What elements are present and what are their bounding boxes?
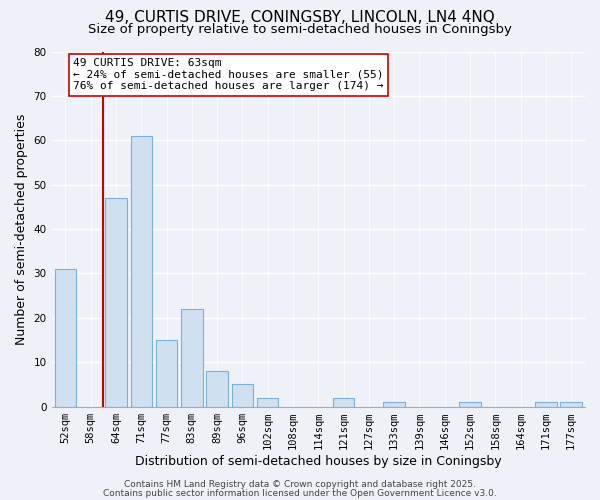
Bar bbox=[156, 340, 178, 406]
Bar bbox=[181, 309, 203, 406]
Bar bbox=[206, 371, 228, 406]
Bar bbox=[383, 402, 405, 406]
Text: 49 CURTIS DRIVE: 63sqm
← 24% of semi-detached houses are smaller (55)
76% of sem: 49 CURTIS DRIVE: 63sqm ← 24% of semi-det… bbox=[73, 58, 383, 92]
Text: Size of property relative to semi-detached houses in Coningsby: Size of property relative to semi-detach… bbox=[88, 22, 512, 36]
Y-axis label: Number of semi-detached properties: Number of semi-detached properties bbox=[15, 114, 28, 344]
Bar bbox=[459, 402, 481, 406]
X-axis label: Distribution of semi-detached houses by size in Coningsby: Distribution of semi-detached houses by … bbox=[135, 454, 502, 468]
Bar bbox=[55, 269, 76, 406]
Text: 49, CURTIS DRIVE, CONINGSBY, LINCOLN, LN4 4NQ: 49, CURTIS DRIVE, CONINGSBY, LINCOLN, LN… bbox=[105, 10, 495, 25]
Bar bbox=[257, 398, 278, 406]
Bar bbox=[560, 402, 582, 406]
Bar bbox=[232, 384, 253, 406]
Bar bbox=[105, 198, 127, 406]
Bar bbox=[535, 402, 557, 406]
Bar bbox=[131, 136, 152, 406]
Text: Contains HM Land Registry data © Crown copyright and database right 2025.: Contains HM Land Registry data © Crown c… bbox=[124, 480, 476, 489]
Text: Contains public sector information licensed under the Open Government Licence v3: Contains public sector information licen… bbox=[103, 488, 497, 498]
Bar bbox=[333, 398, 354, 406]
